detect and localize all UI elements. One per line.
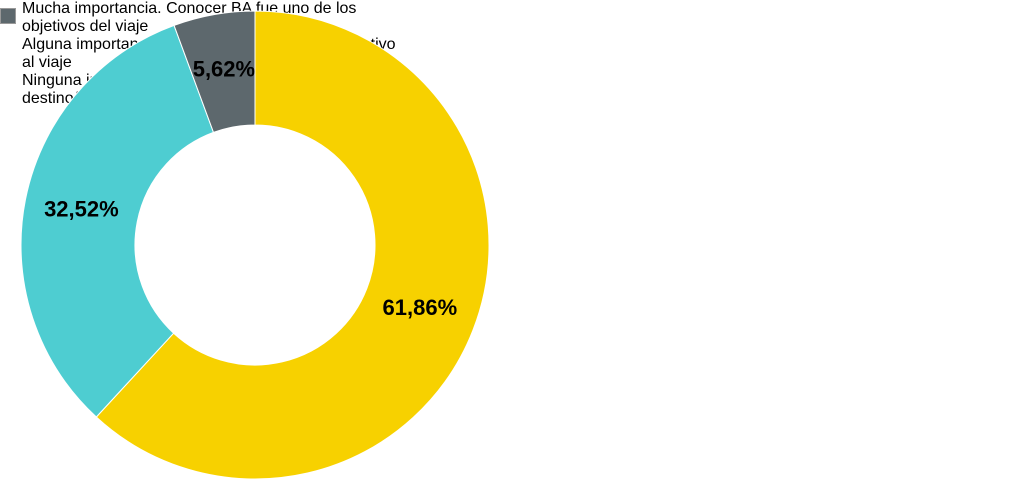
donut-segment xyxy=(20,24,215,418)
donut-segment xyxy=(95,10,490,480)
data-label: 32,52% xyxy=(44,196,119,221)
data-label: 5,62% xyxy=(193,57,255,82)
donut-segment xyxy=(173,10,256,134)
data-label: 61,86% xyxy=(383,295,458,320)
legend-swatch xyxy=(0,8,16,24)
